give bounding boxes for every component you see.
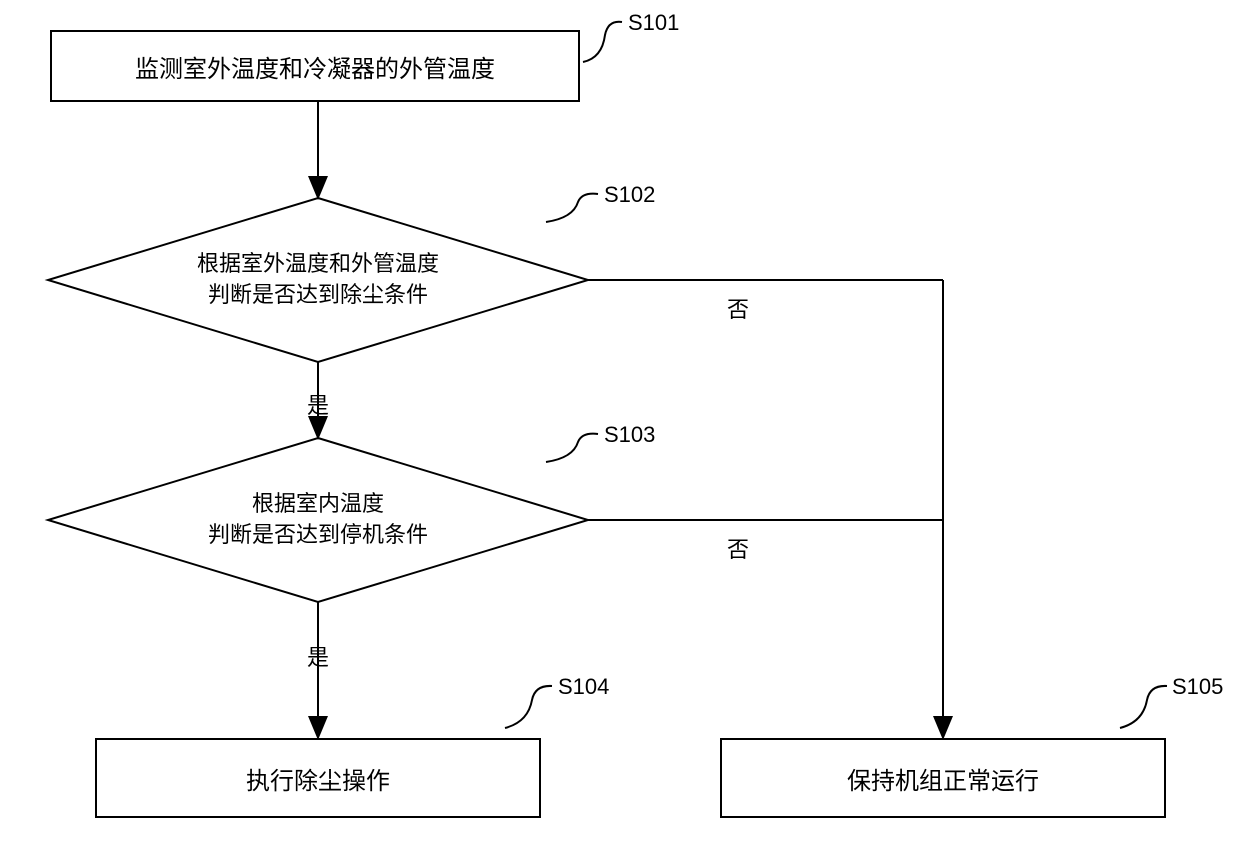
node-s105-text: 保持机组正常运行 xyxy=(847,761,1039,796)
node-s102-line2: 判断是否达到除尘条件 xyxy=(208,282,428,307)
node-s103-textwrap: 根据室内温度 判断是否达到停机条件 xyxy=(48,438,588,602)
step-label-s102: S102 xyxy=(604,182,655,208)
label-s102-yes: 是 xyxy=(300,388,336,420)
callout-curve-s105 xyxy=(1120,686,1167,728)
callout-curve-s101 xyxy=(583,22,622,62)
node-s101-text: 监测室外温度和冷凝器的外管温度 xyxy=(135,49,495,84)
step-label-s105: S105 xyxy=(1172,674,1223,700)
node-s103-text: 根据室内温度 判断是否达到停机条件 xyxy=(48,489,588,551)
label-s103-no: 否 xyxy=(720,532,756,564)
node-s104-text: 执行除尘操作 xyxy=(246,761,390,796)
node-s103-line2: 判断是否达到停机条件 xyxy=(208,522,428,547)
node-s104: 执行除尘操作 xyxy=(95,738,541,818)
step-label-s104: S104 xyxy=(558,674,609,700)
node-s102-text: 根据室外温度和外管温度 判断是否达到除尘条件 xyxy=(48,249,588,311)
node-s102-textwrap: 根据室外温度和外管温度 判断是否达到除尘条件 xyxy=(48,198,588,362)
label-s103-yes: 是 xyxy=(300,640,336,672)
node-s103-line1: 根据室内温度 xyxy=(252,491,384,516)
node-s105: 保持机组正常运行 xyxy=(720,738,1166,818)
node-s102-line1: 根据室外温度和外管温度 xyxy=(197,251,439,276)
step-label-s103: S103 xyxy=(604,422,655,448)
flowchart-container: 监测室外温度和冷凝器的外管温度 根据室外温度和外管温度 判断是否达到除尘条件 根… xyxy=(0,0,1240,864)
callout-curve-s104 xyxy=(505,686,552,728)
label-s102-no: 否 xyxy=(720,292,756,324)
step-label-s101: S101 xyxy=(628,10,679,36)
node-s101: 监测室外温度和冷凝器的外管温度 xyxy=(50,30,580,102)
